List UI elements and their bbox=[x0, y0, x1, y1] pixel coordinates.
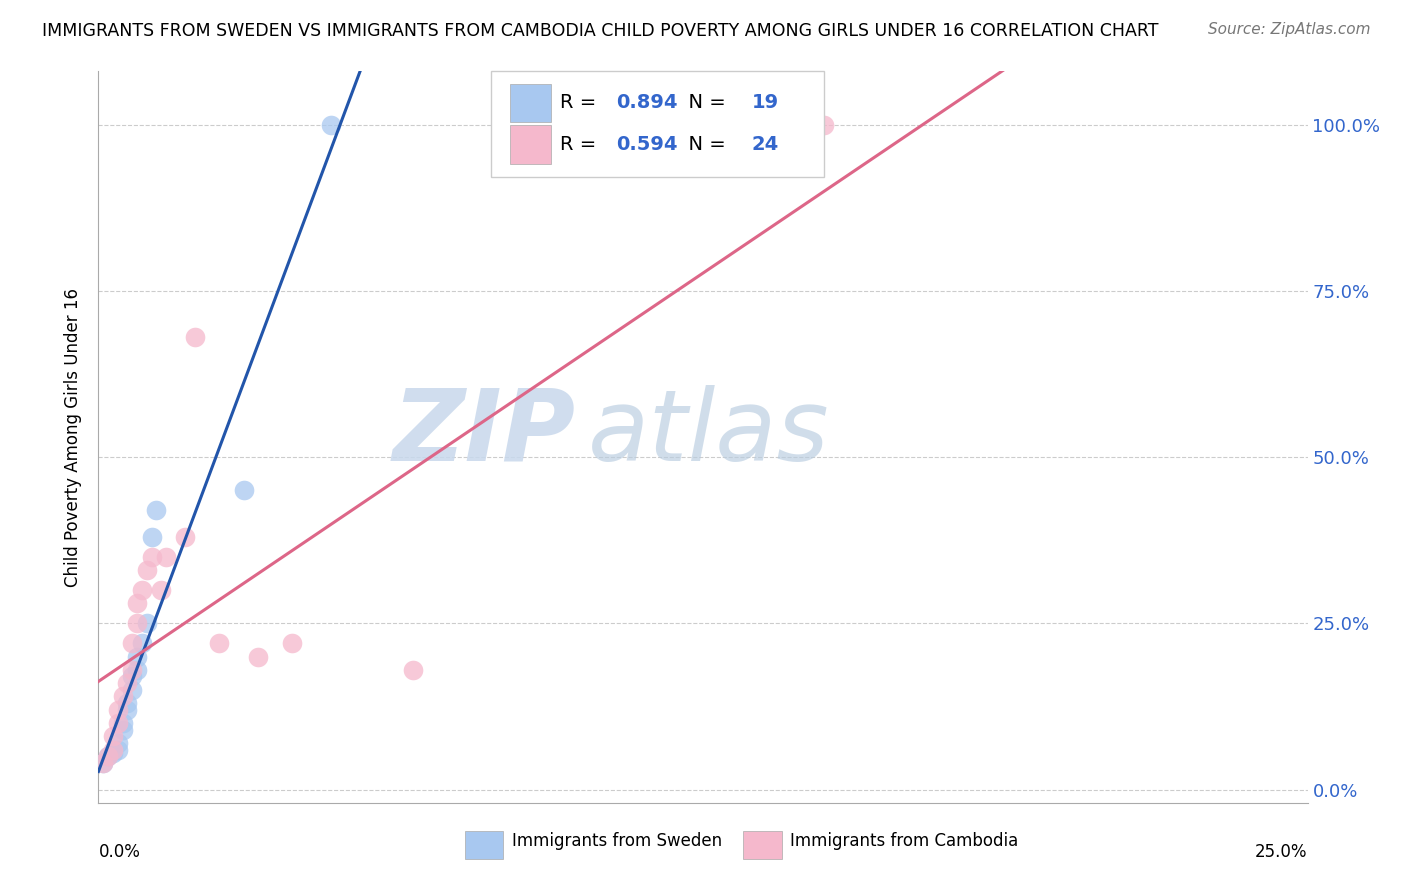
Point bbox=[281, 636, 304, 650]
Text: R =: R = bbox=[561, 94, 603, 112]
Text: R =: R = bbox=[561, 135, 603, 154]
FancyBboxPatch shape bbox=[492, 71, 824, 178]
Point bbox=[121, 663, 143, 677]
Text: 0.0%: 0.0% bbox=[98, 843, 141, 861]
Text: 19: 19 bbox=[751, 94, 779, 112]
Point bbox=[107, 736, 129, 750]
Point bbox=[127, 649, 149, 664]
Point bbox=[135, 563, 157, 577]
Text: Immigrants from Sweden: Immigrants from Sweden bbox=[512, 832, 723, 850]
Point bbox=[111, 716, 134, 731]
Point bbox=[117, 703, 139, 717]
Point bbox=[813, 118, 835, 132]
Point bbox=[97, 749, 120, 764]
FancyBboxPatch shape bbox=[509, 126, 551, 163]
Text: IMMIGRANTS FROM SWEDEN VS IMMIGRANTS FROM CAMBODIA CHILD POVERTY AMONG GIRLS UND: IMMIGRANTS FROM SWEDEN VS IMMIGRANTS FRO… bbox=[42, 22, 1159, 40]
Text: 25.0%: 25.0% bbox=[1256, 843, 1308, 861]
Text: Immigrants from Cambodia: Immigrants from Cambodia bbox=[790, 832, 1018, 850]
Point bbox=[402, 663, 425, 677]
Point bbox=[127, 663, 149, 677]
Point bbox=[121, 669, 143, 683]
Text: 24: 24 bbox=[751, 135, 779, 154]
Point bbox=[131, 636, 153, 650]
Point bbox=[101, 742, 124, 756]
Point bbox=[97, 749, 120, 764]
Point bbox=[247, 649, 270, 664]
Point bbox=[155, 549, 177, 564]
FancyBboxPatch shape bbox=[465, 830, 503, 859]
Text: ZIP: ZIP bbox=[394, 385, 576, 482]
Point bbox=[117, 676, 139, 690]
Text: N =: N = bbox=[676, 94, 733, 112]
Point bbox=[127, 616, 149, 631]
Point bbox=[121, 636, 143, 650]
Point bbox=[121, 682, 143, 697]
Point bbox=[174, 530, 197, 544]
Point bbox=[91, 756, 114, 770]
Point bbox=[131, 582, 153, 597]
Point bbox=[141, 530, 163, 544]
Point bbox=[319, 118, 342, 132]
Point bbox=[107, 742, 129, 756]
Point bbox=[107, 703, 129, 717]
Point bbox=[232, 483, 254, 498]
Text: N =: N = bbox=[676, 135, 733, 154]
Point bbox=[135, 616, 157, 631]
Point bbox=[208, 636, 231, 650]
Point bbox=[150, 582, 173, 597]
Point bbox=[145, 503, 167, 517]
Point bbox=[91, 756, 114, 770]
Point bbox=[127, 596, 149, 610]
Y-axis label: Child Poverty Among Girls Under 16: Child Poverty Among Girls Under 16 bbox=[65, 287, 83, 587]
Point bbox=[107, 716, 129, 731]
FancyBboxPatch shape bbox=[742, 830, 782, 859]
Point bbox=[184, 330, 207, 344]
Text: 0.894: 0.894 bbox=[616, 94, 678, 112]
Text: Source: ZipAtlas.com: Source: ZipAtlas.com bbox=[1208, 22, 1371, 37]
FancyBboxPatch shape bbox=[509, 84, 551, 122]
Point bbox=[111, 723, 134, 737]
Point bbox=[117, 696, 139, 710]
Point bbox=[101, 746, 124, 760]
Text: 0.594: 0.594 bbox=[616, 135, 678, 154]
Point bbox=[141, 549, 163, 564]
Point bbox=[101, 729, 124, 743]
Text: atlas: atlas bbox=[588, 385, 830, 482]
Point bbox=[111, 690, 134, 704]
